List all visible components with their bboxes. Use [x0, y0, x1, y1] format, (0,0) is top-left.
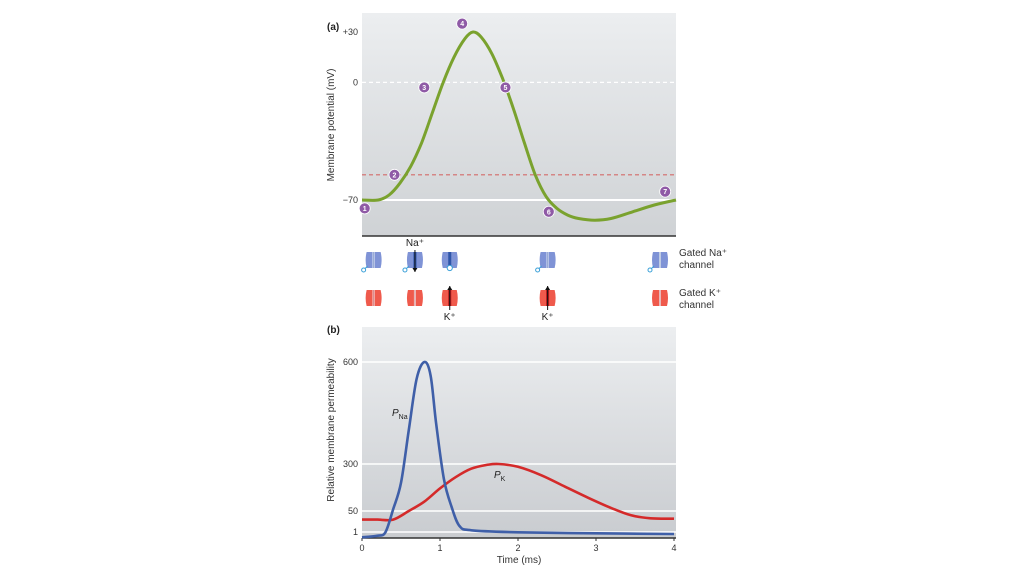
na-channel-closed [361, 252, 382, 273]
panel-b-x-tick-label: 2 [515, 543, 520, 553]
panel-b-x-tick-label: 1 [437, 543, 442, 553]
k-channel-open: K⁺ [539, 286, 556, 323]
panel-a-membrane-potential: +30 0 −70 1 2 3 4 5 6 7 (a) Membrane potential (… [326, 13, 677, 237]
k-channel-open: K⁺ [441, 286, 458, 323]
step-marker-4: 4 [456, 17, 469, 30]
pk-series-label: PK [494, 470, 506, 483]
k-channel-closed [406, 290, 423, 306]
channel-diagram: Na⁺ K⁺ K⁺ [361, 238, 668, 323]
legend-k-line1: Gated K⁺ [679, 288, 721, 299]
panel-b-y-tick-label: 600 [343, 357, 358, 367]
panel-a-y-tick-label: −70 [343, 195, 358, 205]
panel-b-y-tick-label: 50 [348, 506, 358, 516]
na-channel-open: Na⁺ [402, 238, 424, 273]
step-marker-5: 5 [499, 81, 512, 94]
na-channel-closed [647, 252, 668, 273]
pna-series-label: PNa [392, 408, 408, 421]
step-marker-3: 3 [418, 81, 431, 94]
svg-text:7: 7 [663, 189, 667, 196]
step-marker-7: 7 [659, 185, 672, 198]
k-channel-closed [652, 290, 668, 306]
na-channel-closed [535, 252, 556, 273]
pk-series-line [362, 462, 675, 522]
svg-text:1: 1 [363, 206, 367, 213]
step-marker-2: 2 [388, 168, 401, 181]
panel-b-x-tick-label: 3 [593, 543, 598, 553]
svg-text:6: 6 [547, 209, 551, 216]
panel-a-label: (a) [327, 22, 339, 33]
svg-text:4: 4 [460, 21, 464, 28]
panel-b-x-tick-label: 0 [359, 543, 364, 553]
panel-a-y-axis-label: Membrane potential (mV) [326, 69, 337, 182]
panel-a-y-tick-label: 0 [353, 77, 358, 87]
pna-series-line [361, 360, 675, 539]
legend-na-line1: Gated Na⁺ [679, 248, 727, 259]
svg-text:2: 2 [393, 172, 397, 179]
membrane-potential-line [361, 30, 677, 222]
na-ion-label: Na⁺ [406, 238, 424, 249]
legend-k-line2: channel [679, 300, 714, 311]
panel-b-x-tick-label: 4 [671, 543, 676, 553]
step-marker-6: 6 [542, 205, 555, 218]
step-marker-1: 1 [358, 202, 371, 215]
channel-legend: Gated Na⁺ channel Gated K⁺ channel [679, 248, 727, 311]
svg-text:5: 5 [504, 85, 508, 92]
panel-b-x-axis-label: Time (ms) [497, 555, 542, 566]
panel-b-y-tick-label: 300 [343, 459, 358, 469]
panel-a-y-tick-label: +30 [343, 27, 358, 37]
legend-na-line2: channel [679, 260, 714, 271]
k-ion-label: K⁺ [444, 312, 456, 323]
na-channel-inactivated [441, 252, 458, 272]
k-channel-closed [365, 290, 382, 306]
svg-text:3: 3 [422, 85, 426, 92]
panel-b-label: (b) [327, 325, 340, 336]
panel-b-y-tick-label: 1 [353, 527, 358, 537]
panel-b-y-axis-label: Relative membrane permeability [326, 358, 337, 501]
k-ion-label: K⁺ [542, 312, 554, 323]
